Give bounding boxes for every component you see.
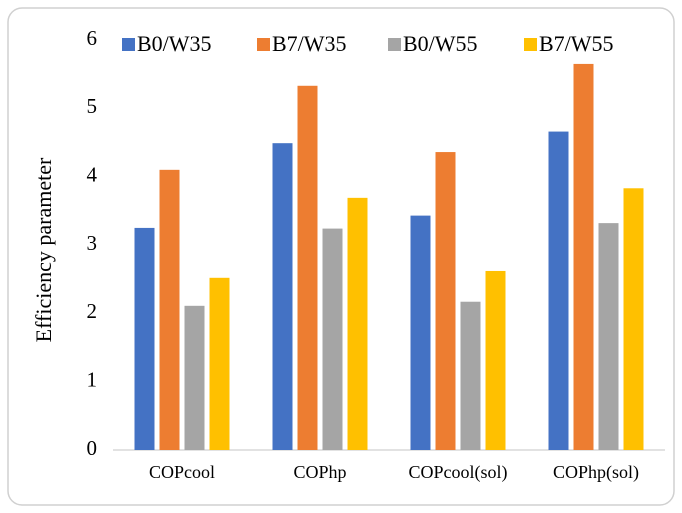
y-tick-label: 2 [87, 299, 98, 323]
legend-label: B0/W35 [137, 31, 212, 56]
bar [435, 152, 456, 451]
legend-swatch [388, 38, 401, 51]
x-tick-label: COPcool [149, 462, 215, 482]
y-axis-label: Efficiency parameter [31, 157, 56, 342]
bar [159, 169, 180, 451]
legend-swatch [524, 38, 537, 51]
legend-swatch [122, 38, 135, 51]
y-tick-label: 4 [87, 162, 98, 186]
bar [573, 63, 594, 451]
bar [485, 270, 506, 450]
y-tick-label: 0 [87, 436, 98, 460]
bar [548, 131, 569, 451]
bar [347, 197, 368, 450]
y-tick-label: 6 [87, 26, 98, 50]
x-tick-label: COPhp [293, 462, 346, 482]
bar [272, 143, 293, 450]
bar [184, 305, 205, 450]
bar [460, 301, 481, 450]
bar [410, 215, 431, 450]
bar [209, 277, 230, 450]
bar [134, 227, 155, 450]
x-tick-label: COPcool(sol) [409, 462, 508, 483]
legend-label: B0/W55 [403, 31, 478, 56]
legend-label: B7/W55 [539, 31, 614, 56]
y-tick-label: 5 [87, 94, 98, 118]
bar [598, 223, 619, 450]
legend-label: B7/W35 [272, 31, 347, 56]
y-tick-label: 3 [87, 231, 98, 255]
bar [623, 188, 644, 451]
bar [297, 85, 318, 451]
y-tick-label: 1 [87, 367, 98, 391]
legend-swatch [257, 38, 270, 51]
x-tick-label: COPhp(sol) [553, 462, 639, 483]
bar [322, 228, 343, 450]
